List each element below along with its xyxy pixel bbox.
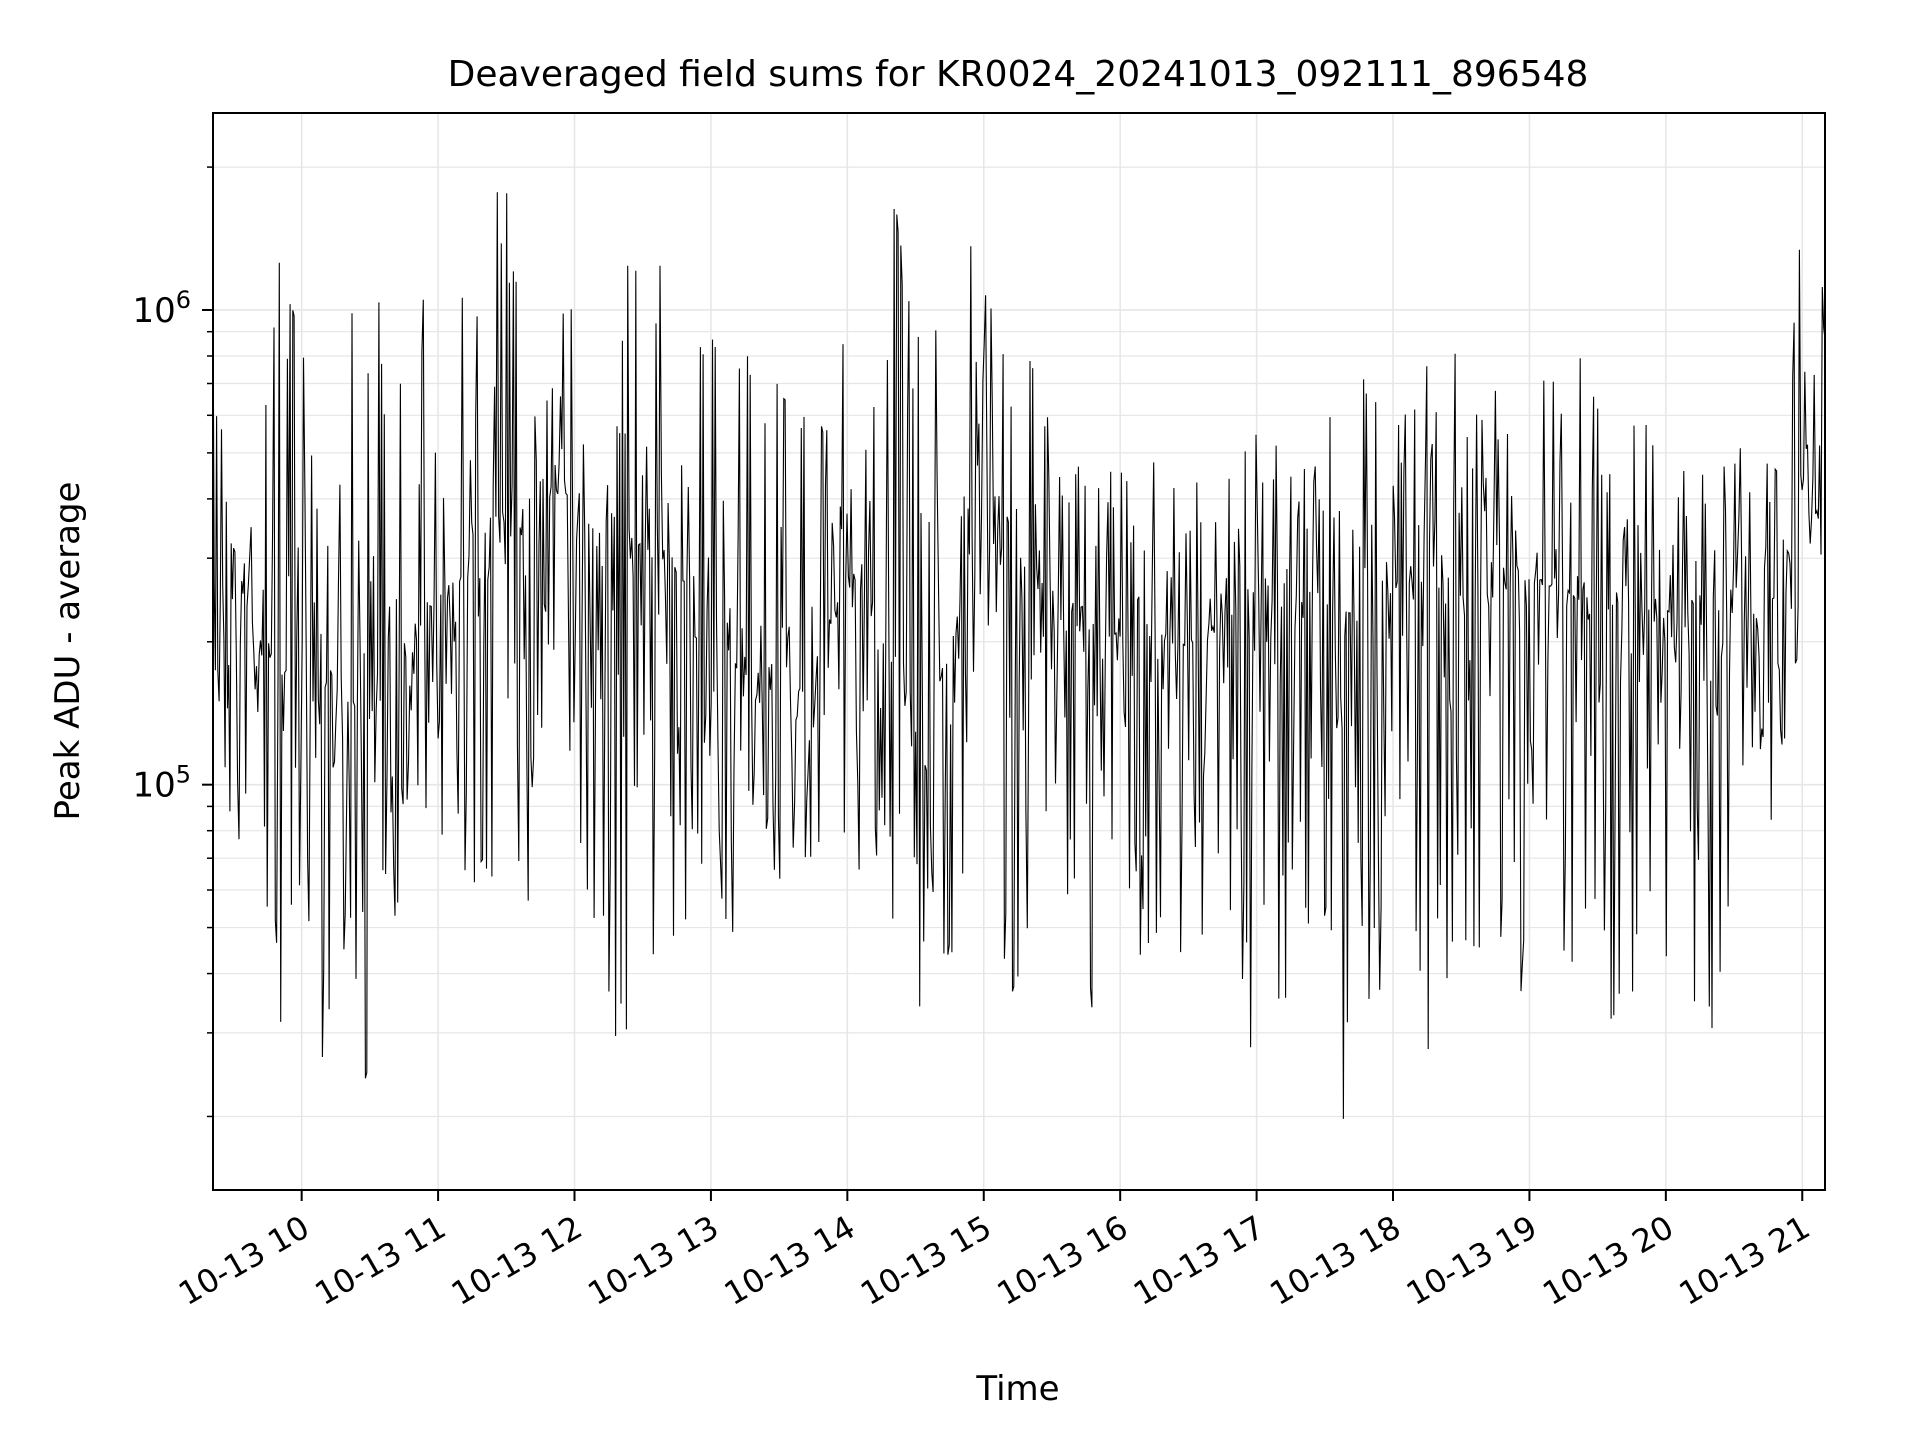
x-tick-label: 10-13 19 [1400, 1208, 1544, 1313]
x-tick-label: 10-13 12 [445, 1208, 589, 1313]
series-line [212, 192, 1826, 1119]
x-axis-label: Time [975, 1369, 1059, 1409]
x-tick-label: 10-13 21 [1673, 1208, 1817, 1313]
x-tick-label: 10-13 13 [581, 1208, 725, 1313]
y-tick-label: 106 [132, 286, 191, 331]
y-tick-label: 105 [132, 761, 191, 806]
x-tick-label: 10-13 15 [854, 1208, 998, 1313]
x-tick-label: 10-13 17 [1127, 1208, 1271, 1313]
x-tick-label: 10-13 18 [1263, 1208, 1407, 1313]
x-tick-label: 10-13 11 [308, 1208, 452, 1313]
plot-area-frame [212, 112, 1826, 1191]
y-axis-label: Peak ADU - average [48, 482, 88, 821]
x-tick-label: 10-13 16 [991, 1208, 1135, 1313]
series-layer [212, 192, 1826, 1119]
x-tick-label: 10-13 20 [1536, 1208, 1680, 1313]
x-tick-label: 10-13 14 [718, 1208, 862, 1313]
x-tick-label: 10-13 10 [172, 1208, 316, 1313]
y-axis-ticks: 105 106 [132, 166, 213, 1118]
chart-title: Deaveraged field sums for KR0024_2024101… [448, 54, 1589, 95]
